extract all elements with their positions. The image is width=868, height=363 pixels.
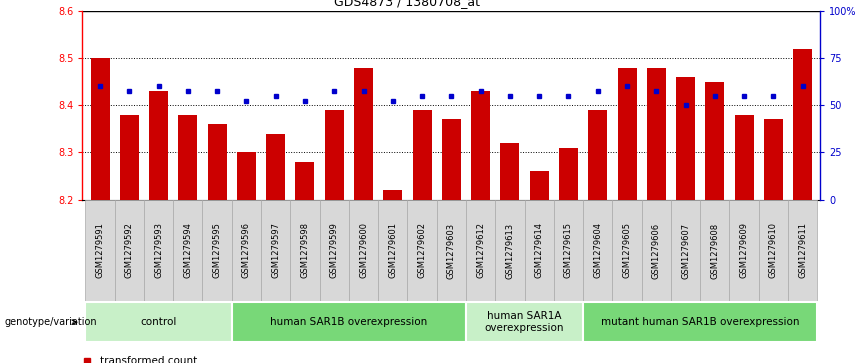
Text: GSM1279594: GSM1279594 (183, 223, 193, 278)
Bar (325, 110, 344, 200)
Text: GSM1279601: GSM1279601 (388, 223, 398, 278)
Bar (384, 190, 403, 200)
Text: human SAR1A
overexpression: human SAR1A overexpression (485, 311, 564, 333)
Bar (407, 200, 437, 301)
Bar (471, 91, 490, 200)
Bar (641, 200, 671, 301)
Bar (788, 200, 818, 301)
Bar (529, 171, 549, 200)
Bar (232, 200, 261, 301)
Text: GSM1279595: GSM1279595 (213, 223, 221, 278)
Text: GSM1279608: GSM1279608 (710, 223, 720, 278)
Bar (266, 134, 286, 200)
Bar (496, 200, 524, 301)
Bar (90, 58, 109, 200)
Text: GSM1279603: GSM1279603 (447, 223, 456, 278)
Bar (437, 200, 466, 301)
Bar (554, 200, 583, 301)
Bar (237, 152, 256, 200)
Bar (115, 200, 144, 301)
Bar (290, 200, 319, 301)
Text: GSM1279604: GSM1279604 (593, 223, 602, 278)
Bar (149, 91, 168, 200)
Bar (734, 115, 753, 200)
Bar (671, 200, 700, 301)
Bar (729, 200, 759, 301)
Bar (144, 200, 174, 301)
Text: GSM1279591: GSM1279591 (95, 223, 104, 278)
Bar (706, 82, 725, 200)
Bar (207, 124, 227, 200)
Bar (232, 302, 466, 342)
Bar (85, 200, 115, 301)
Text: GSM1279611: GSM1279611 (799, 223, 807, 278)
Title: GDS4873 / 1380708_at: GDS4873 / 1380708_at (334, 0, 480, 8)
Text: GSM1279607: GSM1279607 (681, 223, 690, 278)
Text: GSM1279593: GSM1279593 (155, 223, 163, 278)
Text: genotype/variation: genotype/variation (4, 317, 96, 327)
Bar (466, 302, 583, 342)
Bar (700, 200, 729, 301)
Bar (120, 115, 139, 200)
Bar (559, 148, 578, 200)
Bar (174, 200, 202, 301)
Bar (349, 200, 378, 301)
Bar (583, 200, 613, 301)
Bar (793, 49, 812, 200)
Text: GSM1279610: GSM1279610 (769, 223, 778, 278)
Text: GSM1279606: GSM1279606 (652, 223, 661, 278)
Text: GSM1279596: GSM1279596 (242, 223, 251, 278)
Bar (261, 200, 290, 301)
Bar (589, 110, 608, 200)
Bar (442, 119, 461, 200)
Text: GSM1279598: GSM1279598 (300, 223, 310, 278)
Bar (647, 68, 666, 200)
Bar (178, 115, 197, 200)
Bar (202, 200, 232, 301)
Bar (617, 68, 636, 200)
Text: GSM1279600: GSM1279600 (359, 223, 368, 278)
Bar (500, 143, 519, 200)
Text: GSM1279614: GSM1279614 (535, 223, 543, 278)
Bar (676, 77, 695, 200)
Text: GSM1279615: GSM1279615 (564, 223, 573, 278)
Bar (466, 200, 496, 301)
Bar (412, 110, 431, 200)
Text: transformed count: transformed count (100, 356, 197, 363)
Bar (85, 302, 232, 342)
Bar (759, 200, 788, 301)
Text: GSM1279592: GSM1279592 (125, 223, 134, 278)
Text: control: control (141, 317, 177, 327)
Text: human SAR1B overexpression: human SAR1B overexpression (270, 317, 428, 327)
Text: GSM1279605: GSM1279605 (622, 223, 632, 278)
Text: GSM1279609: GSM1279609 (740, 223, 748, 278)
Text: GSM1279599: GSM1279599 (330, 223, 339, 278)
Bar (295, 162, 314, 200)
Bar (583, 302, 818, 342)
Bar (524, 200, 554, 301)
Text: GSM1279597: GSM1279597 (271, 223, 280, 278)
Text: GSM1279612: GSM1279612 (477, 223, 485, 278)
Text: mutant human SAR1B overexpression: mutant human SAR1B overexpression (601, 317, 799, 327)
Bar (764, 119, 783, 200)
Bar (378, 200, 407, 301)
Bar (319, 200, 349, 301)
Text: GSM1279602: GSM1279602 (418, 223, 426, 278)
Bar (354, 68, 373, 200)
Bar (613, 200, 641, 301)
Text: GSM1279613: GSM1279613 (505, 223, 515, 278)
